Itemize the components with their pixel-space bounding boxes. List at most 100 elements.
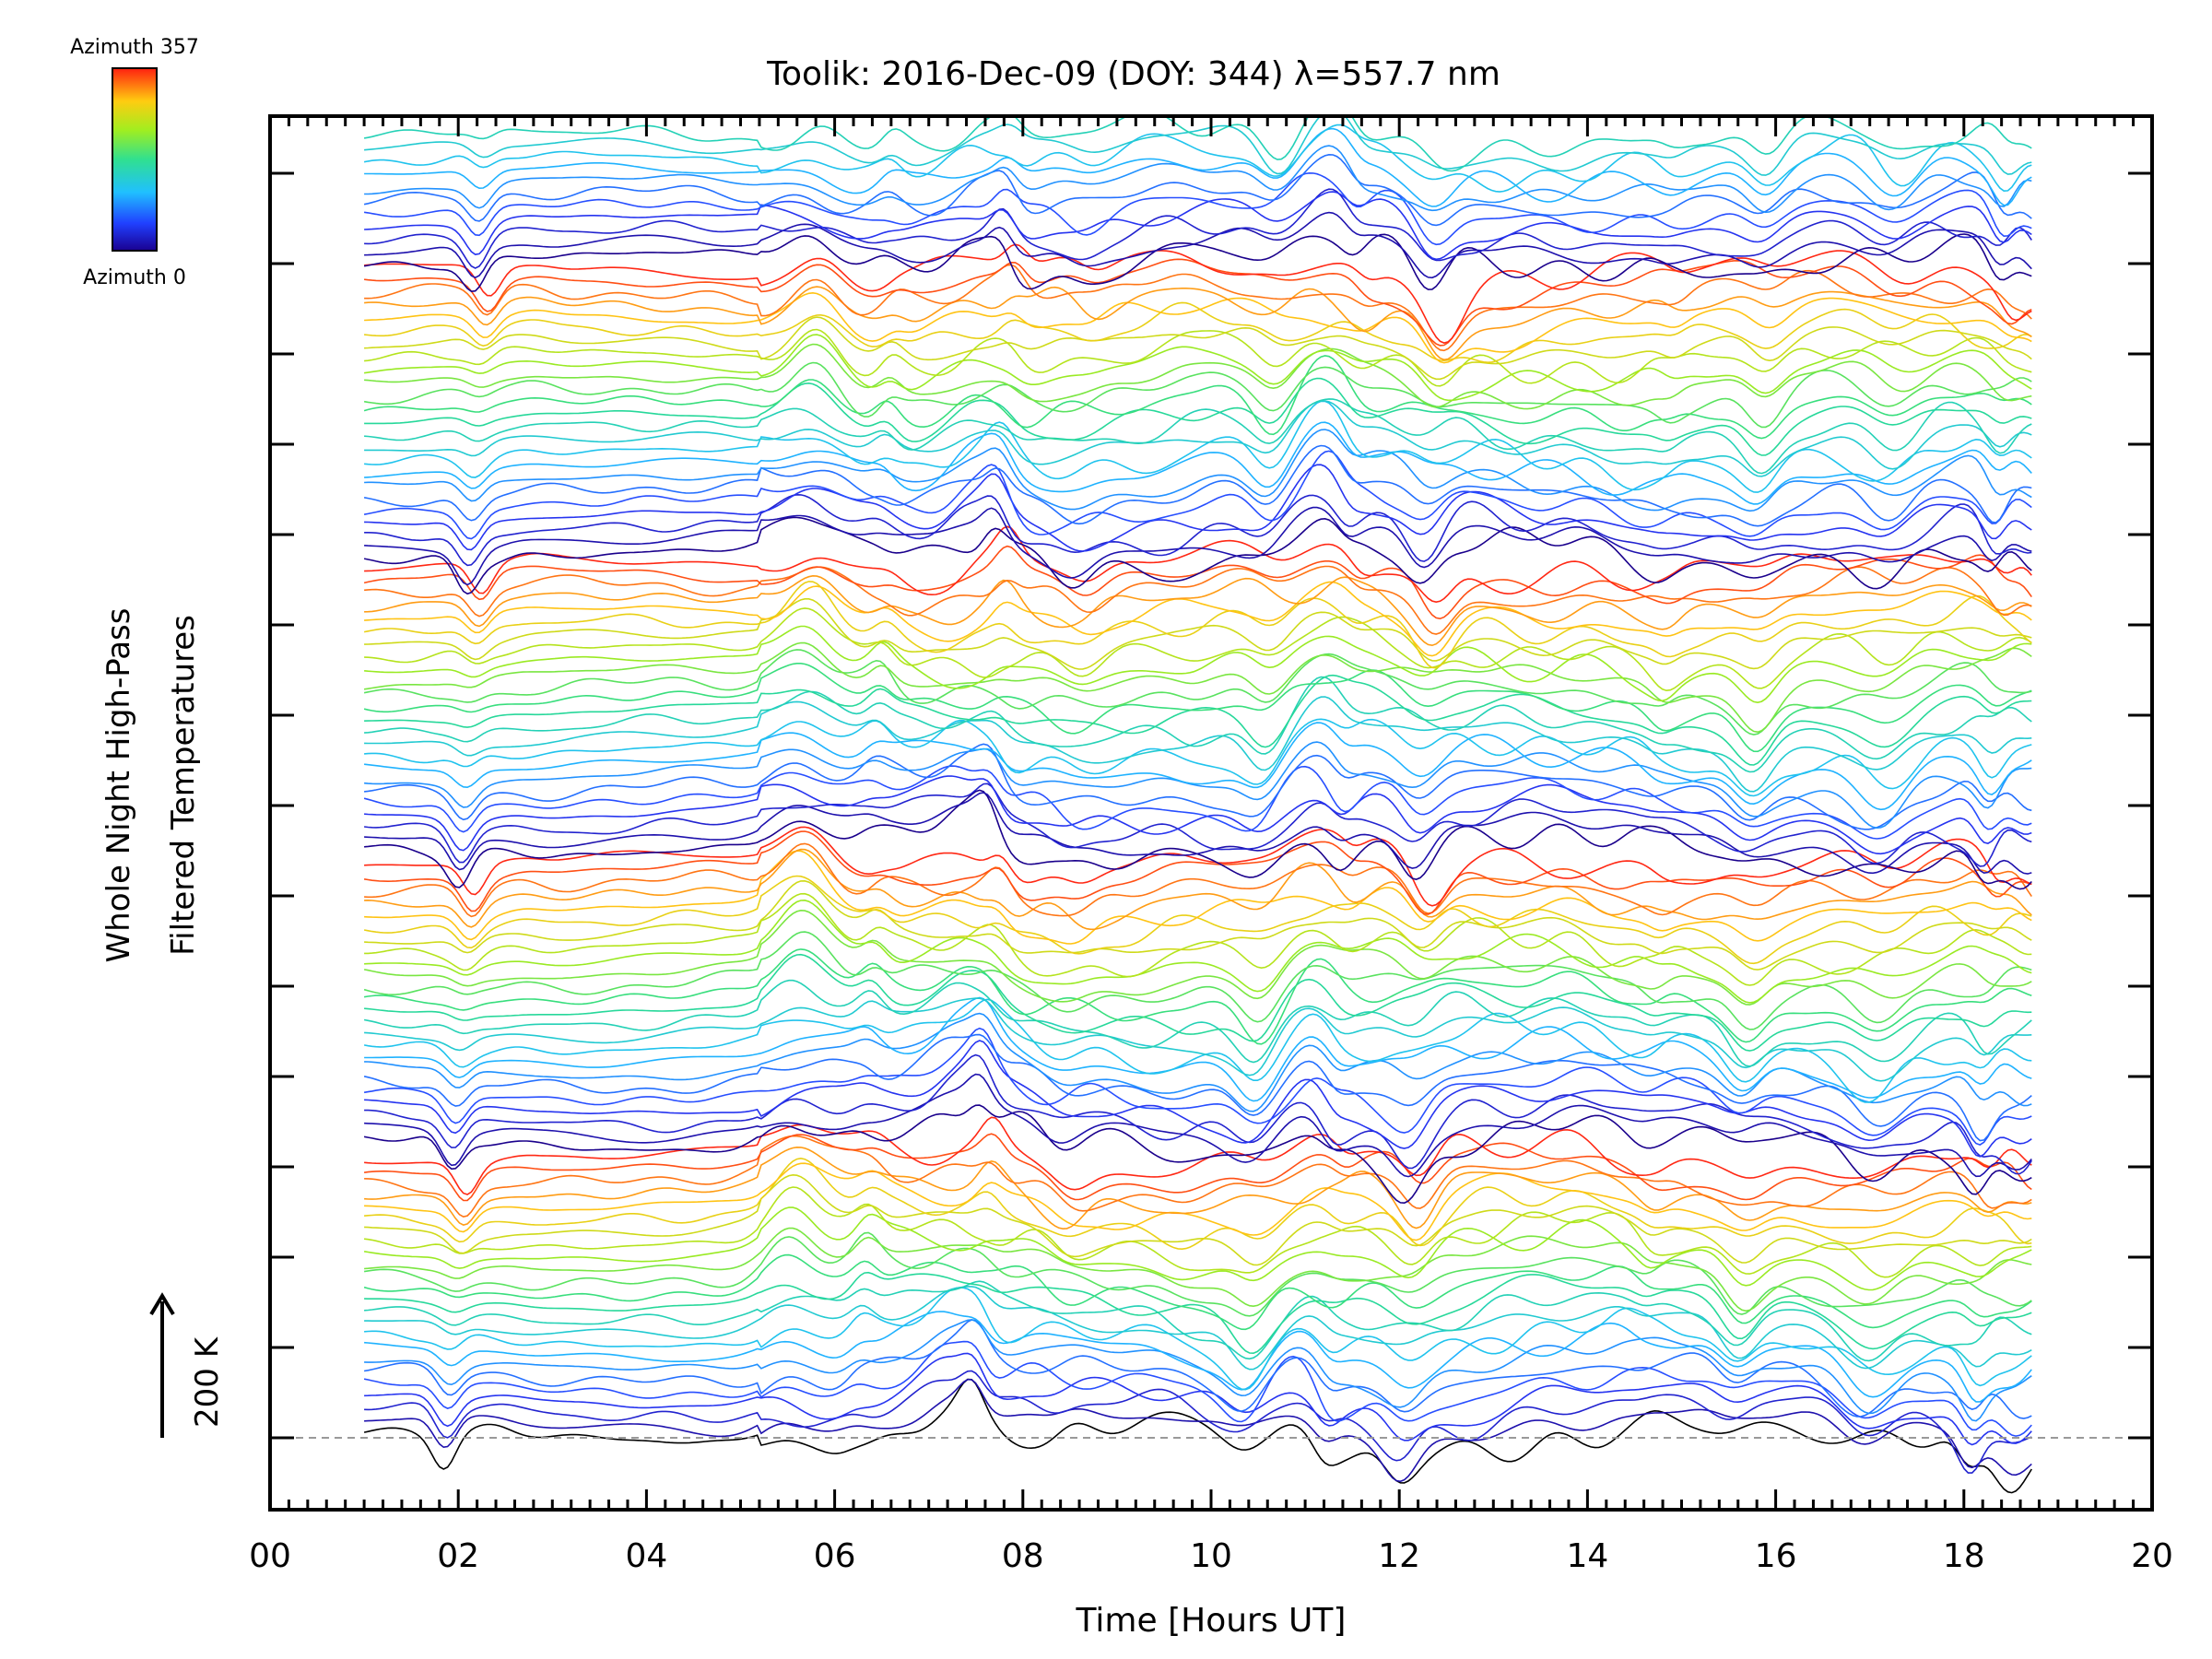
temperature-trace xyxy=(364,145,2032,214)
temperature-trace xyxy=(364,741,2032,830)
temperature-trace xyxy=(364,1116,2032,1195)
temperature-trace xyxy=(364,400,2032,477)
temperature-trace xyxy=(363,649,2032,735)
temperature-trace xyxy=(364,1287,2032,1391)
x-tick-label: 10 xyxy=(1190,1537,1232,1575)
temperature-trace xyxy=(364,525,2032,604)
temperature-trace xyxy=(363,909,2032,1006)
temperature-trace xyxy=(364,1157,2032,1251)
x-tick-label: 14 xyxy=(1566,1537,1608,1575)
colorbar-bottom-label: Azimuth 0 xyxy=(83,266,186,289)
x-tick-label: 02 xyxy=(437,1537,479,1575)
x-tick-label: 20 xyxy=(2131,1537,2173,1575)
temperature-trace xyxy=(363,545,2032,620)
temperature-trace xyxy=(363,1104,2032,1205)
temperature-trace xyxy=(363,765,2032,840)
temperature-trace xyxy=(364,1352,2032,1446)
temperature-trace xyxy=(364,1319,2032,1422)
temperature-trace xyxy=(364,792,2032,875)
axis-ticks xyxy=(268,116,2154,1510)
temperature-trace xyxy=(364,1370,2032,1474)
temperature-trace xyxy=(364,1227,2032,1312)
temperature-trace xyxy=(364,1135,2032,1218)
x-tick-label: 16 xyxy=(1755,1537,1797,1575)
x-tick-labels: 00 02 04 06 08 10 12 14 16 18 20 xyxy=(249,1537,2173,1575)
temperature-trace xyxy=(364,316,2032,381)
temperature-trace xyxy=(363,830,2032,915)
temperature-trace xyxy=(364,722,2032,811)
temperature-trace xyxy=(363,1206,2032,1291)
temperature-trace xyxy=(363,1027,2032,1146)
x-tick-label: 12 xyxy=(1378,1537,1420,1575)
temperature-trace xyxy=(363,1378,2032,1494)
temperature-trace xyxy=(364,343,2032,410)
temperature-trace xyxy=(364,676,2032,773)
temperature-trace xyxy=(363,663,2032,753)
temperature-trace xyxy=(364,243,2032,344)
trace-layer xyxy=(363,116,2032,1494)
temperature-trace xyxy=(363,641,2032,734)
temperature-trace xyxy=(363,979,2032,1067)
temperature-trace xyxy=(363,153,2032,227)
temperature-trace xyxy=(364,674,2032,766)
temperature-trace xyxy=(364,1280,2032,1362)
temperature-trace xyxy=(363,931,2032,1030)
temperature-trace xyxy=(363,444,2032,527)
temperature-trace xyxy=(364,953,2032,1052)
temperature-trace xyxy=(364,1186,2032,1278)
temperature-trace xyxy=(364,782,2032,867)
temperature-trace xyxy=(364,493,2032,567)
temperature-trace xyxy=(364,696,2032,793)
x-tick-label: 18 xyxy=(1943,1537,1985,1575)
temperature-trace xyxy=(364,116,2032,176)
temperature-trace xyxy=(364,581,2032,657)
temperature-trace xyxy=(364,1053,2032,1175)
temperature-trace xyxy=(364,1271,2032,1355)
temperature-trace xyxy=(364,1162,2032,1241)
scale-label: 200 K xyxy=(189,1335,226,1428)
temperature-trace xyxy=(364,301,2032,364)
y-axis-label-line1: Whole Night High-Pass xyxy=(100,608,137,963)
temperature-trace xyxy=(364,899,2032,1004)
temperature-trace xyxy=(364,625,2032,704)
temperature-trace xyxy=(363,450,2032,540)
temperature-trace xyxy=(364,848,2032,931)
temperature-trace xyxy=(364,743,2032,830)
temperature-trace xyxy=(364,850,2032,945)
chart-title: Toolik: 2016-Dec-09 (DOY: 344) λ=557.7 n… xyxy=(766,55,1500,93)
temperature-trace xyxy=(363,1133,2032,1202)
temperature-trace xyxy=(364,1173,2032,1266)
plot-frame xyxy=(268,114,2154,1512)
colorbar-top-label: Azimuth 357 xyxy=(70,36,199,59)
temperature-trace xyxy=(364,377,2032,456)
temperature-trace xyxy=(364,574,2032,647)
temperature-trace xyxy=(364,1311,2032,1403)
temperature-trace xyxy=(364,291,2032,364)
x-axis-label: Time [Hours UT] xyxy=(1076,1602,1347,1640)
temperature-trace xyxy=(364,464,2032,552)
temperature-trace xyxy=(364,191,2032,261)
x-tick-label: 08 xyxy=(1002,1537,1044,1575)
temperature-trace xyxy=(364,1378,2032,1483)
temperature-trace xyxy=(364,398,2032,475)
temperature-trace xyxy=(364,842,2032,918)
temperature-trace xyxy=(364,506,2032,586)
temperature-trace xyxy=(364,892,2032,986)
temperature-trace xyxy=(364,1012,2032,1112)
x-tick-label: 04 xyxy=(625,1537,667,1575)
temperature-trace xyxy=(364,879,2032,971)
temperature-trace xyxy=(363,233,2032,293)
scale-arrow xyxy=(149,1292,175,1438)
temperature-trace xyxy=(363,171,2032,246)
temperature-trace xyxy=(364,565,2032,635)
temperature-trace xyxy=(363,124,2032,193)
temperature-trace xyxy=(364,826,2032,907)
temperature-trace xyxy=(364,1040,2032,1158)
temperature-trace xyxy=(363,998,2032,1103)
temperature-trace xyxy=(363,1033,2032,1142)
temperature-trace xyxy=(364,421,2032,505)
temperature-trace xyxy=(364,1146,2032,1230)
temperature-trace xyxy=(364,429,2032,512)
temperature-trace xyxy=(364,1073,2032,1178)
temperature-trace xyxy=(363,1253,2032,1331)
